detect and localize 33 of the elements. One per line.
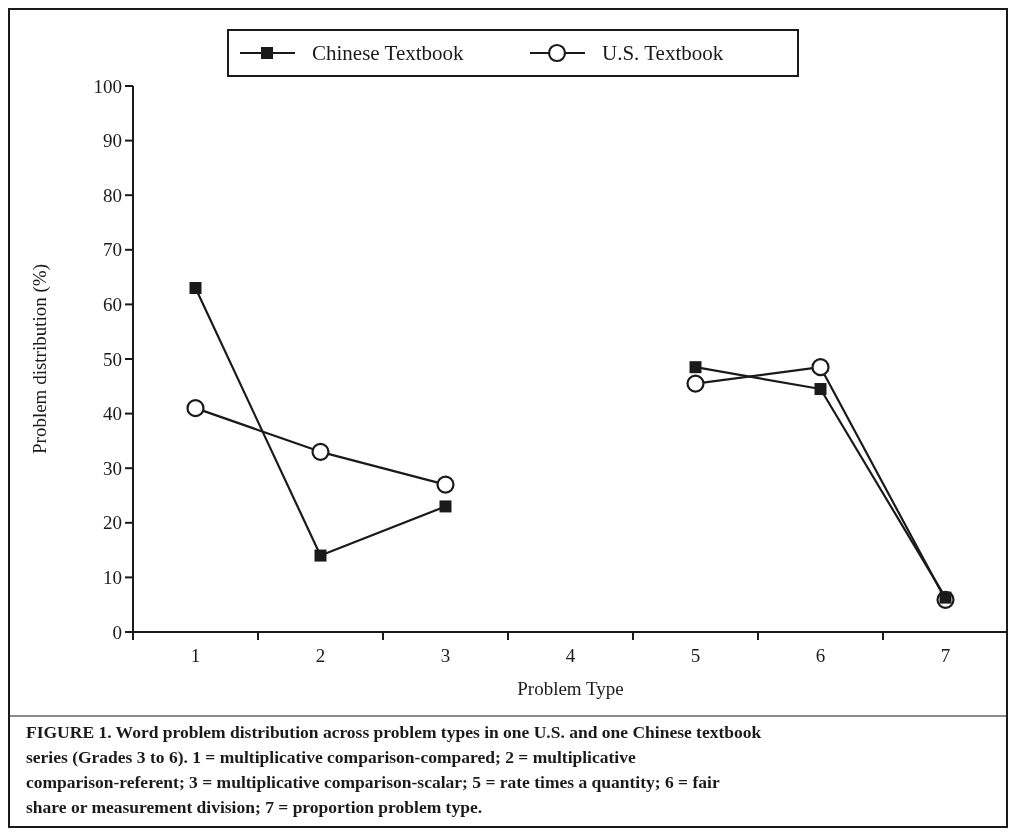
y-tick-label: 0: [112, 621, 122, 643]
x-tick-label: 1: [190, 645, 201, 666]
x-tick-label: 7: [940, 645, 951, 666]
x-axis-title: Problem Type: [517, 678, 624, 699]
x-tick-label: 2: [315, 645, 326, 666]
y-tick-label: 50: [103, 348, 122, 370]
point: [314, 549, 327, 562]
point: [689, 361, 702, 374]
point: [436, 475, 455, 494]
y-tick-label: 30: [103, 457, 122, 479]
point: [811, 358, 830, 377]
x-tick-label: 4: [565, 645, 576, 666]
y-tick-label: 90: [103, 130, 122, 152]
point: [439, 500, 452, 513]
y-tick-label: 70: [103, 239, 122, 261]
caption: FIGURE 1. Word problem distribution across problem types in one U.S. and one Chinese textbook series (Grades 3 to 6). 1 = multiplicative comparison-compared; 2 = multiplicative comparison-referent; 3 = multiplicative comparison-scalar; 5 = rate times a quantity; 6 = fair share or measurement division; 7 = proportion problem type.: [26, 722, 762, 817]
y-tick-label: 80: [103, 184, 122, 206]
y-tick-label: 10: [103, 567, 122, 589]
point: [686, 374, 705, 393]
legend-label: Chinese Textbook: [312, 41, 465, 66]
point: [814, 383, 827, 396]
y-tick-label: 40: [103, 403, 122, 425]
y-tick-label: 60: [103, 294, 122, 316]
point: [189, 282, 202, 295]
x-tick-label: 6: [815, 645, 826, 666]
y-tick-label: 100: [93, 75, 122, 97]
point: [186, 399, 205, 418]
legend-label: U.S. Textbook: [602, 41, 724, 66]
point: [311, 442, 330, 461]
x-tick-label: 5: [690, 645, 701, 666]
y-axis-title: Problem distribution (%): [29, 264, 51, 454]
x-tick-label: 3: [440, 645, 451, 666]
y-tick-label: 20: [103, 512, 122, 534]
